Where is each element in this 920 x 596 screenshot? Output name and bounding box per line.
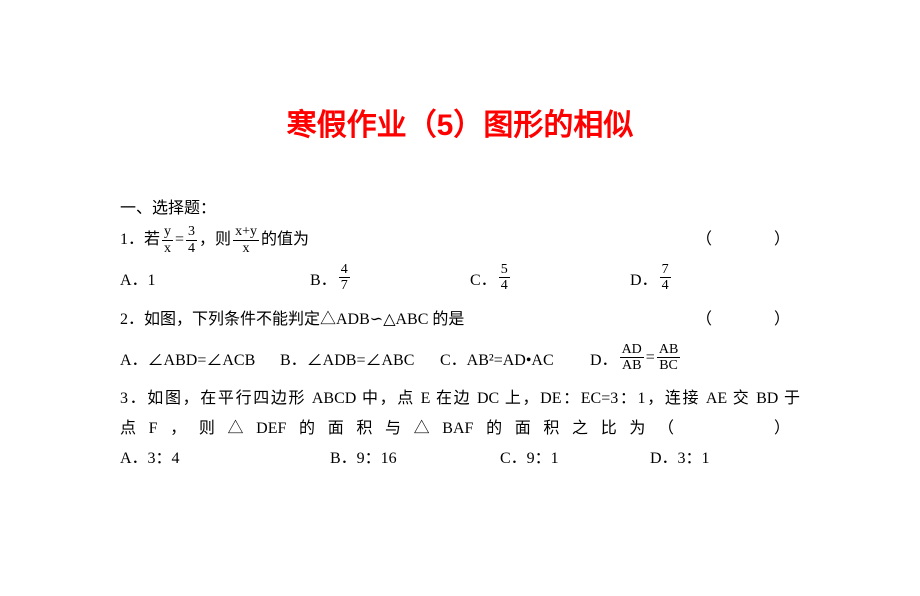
- q2-option-d: D． AD AB = AB BC: [590, 342, 682, 374]
- frac-denominator: x: [241, 241, 252, 256]
- q3-option-b: B．9：16: [330, 444, 500, 468]
- option-label: D．: [590, 346, 618, 370]
- frac-denominator: AB: [620, 358, 643, 373]
- q3-line2-prefix: 点F，则△DEF的面积与△BAF的面积之比为: [120, 420, 658, 437]
- q3-option-d: D．3：1: [650, 444, 710, 468]
- q3-options: A．3：4 B．9：16 C．9：1 D．3：1: [120, 444, 800, 468]
- q2-options: A．∠ABD=∠ACB B．∠ADB=∠ABC C．AB²=AD•AC D． A…: [120, 342, 800, 374]
- frac-numerator: AB: [657, 342, 680, 358]
- q1-mid: ，则: [199, 224, 231, 256]
- q3-paren: （ ）: [658, 420, 800, 437]
- q1-fraction-2: 3 4: [186, 224, 197, 256]
- frac-numerator: 5: [499, 262, 510, 278]
- frac-denominator: 4: [186, 241, 197, 256]
- q2-option-b: B．∠ADB=∠ABC: [280, 346, 440, 370]
- frac-denominator: x: [162, 241, 173, 256]
- q1-paren: （ ）: [696, 224, 800, 256]
- q1-option-b: B． 4 7: [310, 262, 470, 294]
- q1-option-c: C． 5 4: [470, 262, 630, 294]
- frac-numerator: 7: [660, 262, 671, 278]
- option-label: B．: [310, 266, 337, 290]
- q1-option-d: D． 7 4: [630, 262, 673, 294]
- q1-option-a: A．1: [120, 266, 310, 290]
- frac-numerator: AD: [620, 342, 644, 358]
- frac-denominator: 7: [339, 278, 350, 293]
- frac-numerator: 3: [186, 224, 197, 240]
- frac-numerator: y: [162, 224, 173, 240]
- q2-option-c: C．AB²=AD•AC: [440, 346, 590, 370]
- q3-line2: 点F，则△DEF的面积与△BAF的面积之比为（ ）: [120, 414, 800, 444]
- q1-eq: =: [175, 224, 184, 256]
- q3-line1: 3．如图，在平行四边形 ABCD 中，点 E 在边 DC 上，DE：EC=3：1…: [120, 384, 800, 414]
- option-eq: =: [646, 349, 655, 367]
- q3-option-c: C．9：1: [500, 444, 650, 468]
- page-title: 寒假作业（5）图形的相似: [120, 100, 800, 144]
- q1-fraction-1: y x: [162, 224, 173, 256]
- frac-numerator: 4: [339, 262, 350, 278]
- q2-text: 2．如图，下列条件不能判定△ADB∽△ABC 的是: [120, 304, 464, 336]
- q1-prefix: 1．若: [120, 224, 160, 256]
- question-1: 1．若 y x = 3 4 ，则 x+y x 的值为 （ ）: [120, 224, 800, 256]
- option-label: D．: [630, 266, 658, 290]
- option-fraction-1: AD AB: [620, 342, 644, 374]
- q3-option-a: A．3：4: [120, 444, 330, 468]
- frac-denominator: BC: [657, 358, 680, 373]
- section-header: 一、选择题：: [120, 194, 800, 218]
- option-label: C．: [470, 266, 497, 290]
- q1-suffix: 的值为: [261, 224, 309, 256]
- question-2: 2．如图，下列条件不能判定△ADB∽△ABC 的是 （ ）: [120, 304, 800, 336]
- q2-option-a: A．∠ABD=∠ACB: [120, 346, 280, 370]
- q1-fraction-3: x+y x: [233, 224, 259, 256]
- option-fraction-2: AB BC: [657, 342, 680, 374]
- frac-denominator: 4: [499, 278, 510, 293]
- option-fraction: 5 4: [499, 262, 510, 294]
- option-fraction: 7 4: [660, 262, 671, 294]
- frac-denominator: 4: [660, 278, 671, 293]
- option-fraction: 4 7: [339, 262, 350, 294]
- frac-numerator: x+y: [233, 224, 259, 240]
- q2-paren: （ ）: [696, 304, 800, 336]
- q1-options: A．1 B． 4 7 C． 5 4 D． 7 4: [120, 262, 800, 294]
